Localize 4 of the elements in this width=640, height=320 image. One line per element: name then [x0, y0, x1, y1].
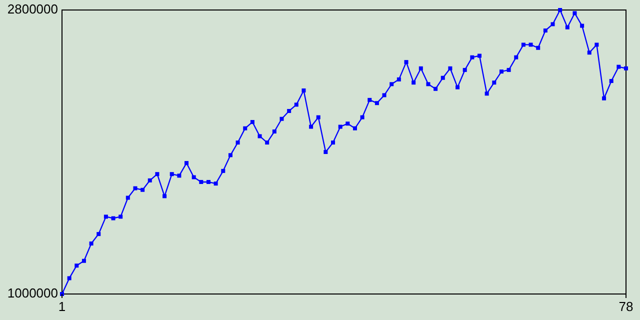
- y-tick-label: 1000000: [7, 285, 58, 300]
- x-tick-label: 78: [618, 299, 634, 314]
- x-tick-label: 1: [58, 299, 66, 314]
- y-tick-label: 2800000: [7, 1, 58, 16]
